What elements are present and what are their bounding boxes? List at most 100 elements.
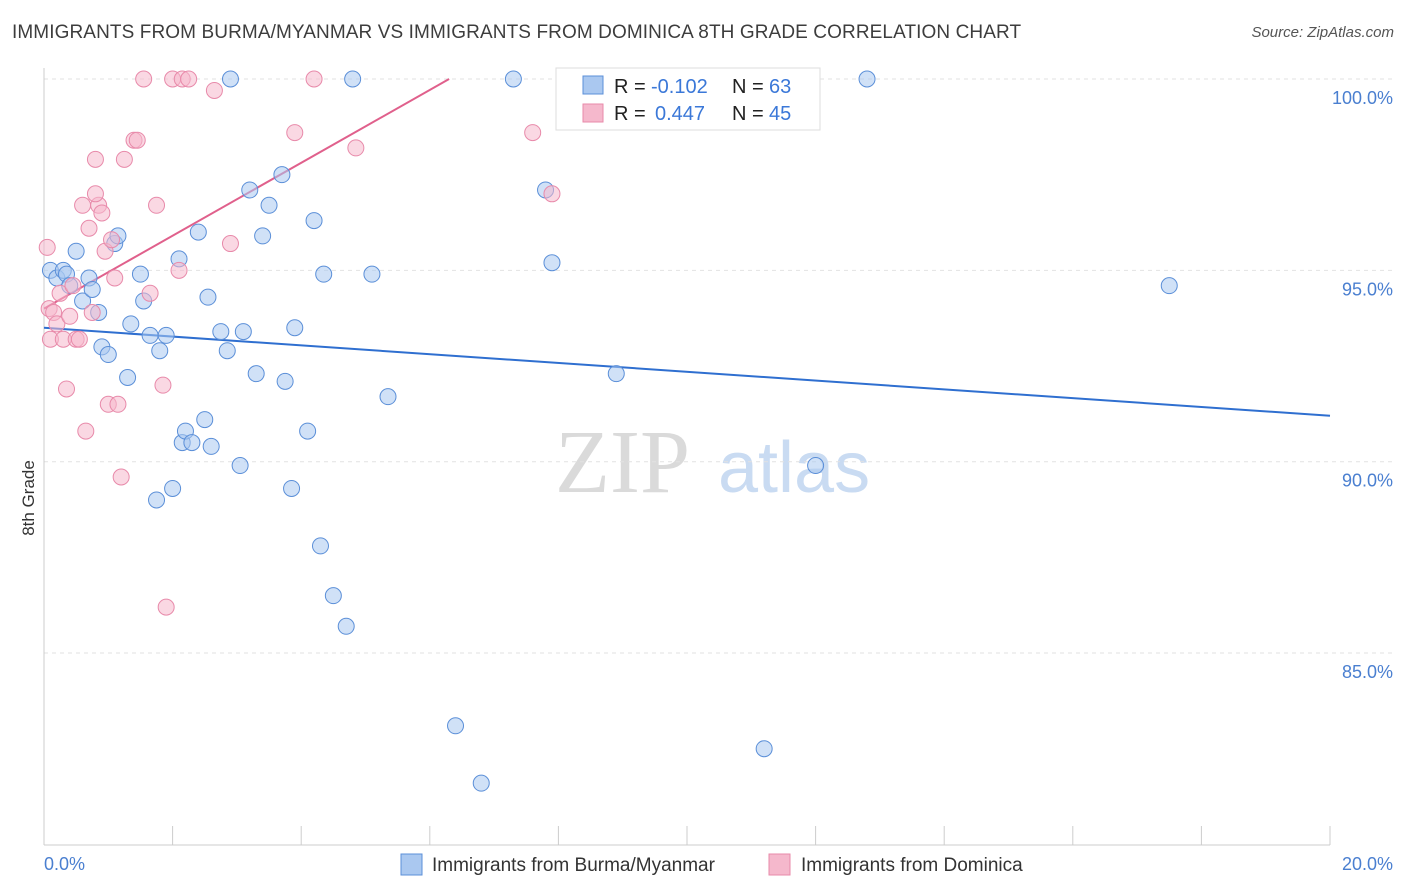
point-burma [218, 342, 236, 360]
point-dominica [58, 380, 76, 398]
y-tick-label: 100.0% [1332, 88, 1393, 108]
stats-legend: R = -0.102 N = 63 R = 0.447 N = 45 [555, 67, 821, 131]
point-burma [202, 437, 220, 455]
point-burma [286, 319, 304, 337]
point-burma [1160, 277, 1178, 295]
point-burma [447, 717, 465, 735]
watermark: ZIP atlas [555, 413, 870, 512]
series-legend-swatch-burma [400, 853, 423, 876]
point-burma [131, 265, 149, 283]
y-tick-label: 95.0% [1342, 279, 1393, 299]
point-dominica [128, 131, 146, 149]
trendline-burma [43, 326, 1331, 417]
point-burma [247, 365, 265, 383]
x-tick-label: 20.0% [1342, 854, 1393, 874]
point-dominica [74, 196, 92, 214]
point-burma [273, 166, 291, 184]
point-burma [858, 70, 876, 88]
series-legend-label-dominica: Immigrants from Dominica [801, 855, 1023, 876]
point-burma [196, 411, 214, 429]
point-burma [241, 181, 259, 199]
point-burma [141, 326, 159, 344]
point-burma [119, 369, 137, 387]
point-burma [260, 196, 278, 214]
point-burma [122, 315, 140, 333]
point-dominica [70, 330, 88, 348]
point-dominica [154, 376, 172, 394]
point-dominica [77, 422, 95, 440]
point-dominica [51, 284, 69, 302]
point-burma [283, 479, 301, 497]
point-burma [74, 292, 92, 310]
point-dominica [103, 231, 121, 249]
legend-n-label-1: N = [732, 76, 764, 98]
legend-r-label-1: R = [614, 76, 646, 98]
point-dominica [286, 124, 304, 142]
point-burma [299, 422, 317, 440]
point-burma [543, 254, 561, 272]
point-burma [472, 774, 490, 792]
point-dominica [524, 124, 542, 142]
point-burma [189, 223, 207, 241]
y-tick-label: 90.0% [1342, 471, 1393, 491]
point-burma [755, 740, 773, 758]
y-tick-label: 85.0% [1342, 662, 1393, 682]
point-burma [148, 491, 166, 509]
point-burma [254, 227, 272, 245]
legend-r-value-1: -0.102 [651, 76, 708, 98]
point-dominica [347, 139, 365, 157]
point-dominica [106, 269, 124, 287]
point-burma [276, 372, 294, 390]
source-label: Source: ZipAtlas.com [1251, 24, 1394, 41]
point-dominica [157, 598, 175, 616]
legend-n-value-2: 45 [769, 103, 791, 125]
point-dominica [141, 284, 159, 302]
point-dominica [109, 395, 127, 413]
point-burma [221, 70, 239, 88]
point-dominica [112, 468, 130, 486]
point-burma [199, 288, 217, 306]
point-burma [164, 479, 182, 497]
point-burma [157, 326, 175, 344]
point-dominica [205, 81, 223, 99]
legend-n-label-2: N = [732, 103, 764, 125]
point-burma [151, 342, 169, 360]
point-burma [305, 212, 323, 230]
point-dominica [86, 150, 104, 168]
point-burma [183, 434, 201, 452]
watermark-atlas: atlas [718, 428, 870, 508]
watermark-zip: ZIP [555, 413, 690, 512]
point-burma [311, 537, 329, 555]
x-tick-label: 0.0% [44, 854, 85, 874]
y-axis-label: 8th Grade [19, 460, 38, 536]
point-dominica [86, 185, 104, 203]
point-burma [212, 323, 230, 341]
point-dominica [80, 219, 98, 237]
series-legend: Immigrants from Burma/Myanmar Immigrants… [400, 853, 1023, 876]
point-burma [379, 388, 397, 406]
legend-n-value-1: 63 [769, 76, 791, 98]
point-dominica [38, 238, 56, 256]
point-dominica [180, 70, 198, 88]
point-burma [807, 457, 825, 475]
series-legend-swatch-dominica [768, 853, 791, 876]
point-burma [363, 265, 381, 283]
point-burma [315, 265, 333, 283]
point-dominica [543, 185, 561, 203]
point-burma [344, 70, 362, 88]
point-burma [337, 617, 355, 635]
legend-swatch-dominica [582, 103, 604, 123]
point-dominica [83, 303, 101, 321]
point-burma [234, 323, 252, 341]
point-dominica [48, 315, 66, 333]
legend-r-value-2: 0.447 [655, 103, 705, 125]
point-dominica [64, 277, 82, 295]
point-burma [324, 587, 342, 605]
point-dominica [115, 150, 133, 168]
chart-title: IMMIGRANTS FROM BURMA/MYANMAR VS IMMIGRA… [12, 22, 1022, 43]
point-dominica [93, 204, 111, 222]
legend-r-label-2: R = [614, 103, 646, 125]
point-burma [99, 346, 117, 364]
point-dominica [148, 196, 166, 214]
